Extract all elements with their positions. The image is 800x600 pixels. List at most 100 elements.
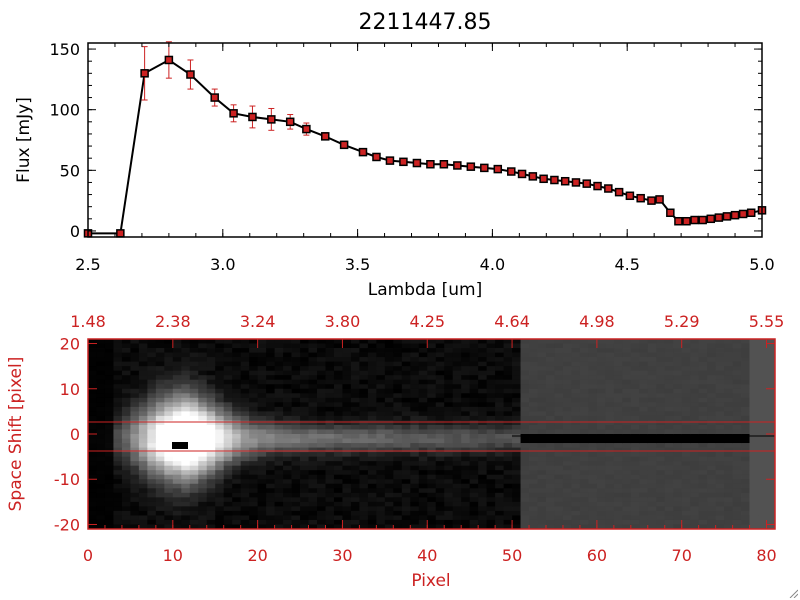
image-pixel [444, 429, 454, 435]
image-pixel [588, 370, 598, 376]
image-pixel [88, 379, 97, 385]
image-pixel [384, 438, 394, 444]
image-pixel [495, 366, 504, 372]
image-pixel [452, 519, 462, 525]
image-pixel [698, 406, 708, 412]
image-pixel [766, 519, 776, 525]
image-pixel [596, 488, 606, 494]
image-pixel [554, 479, 564, 485]
image-pixel [681, 406, 691, 412]
image-pixel [478, 519, 488, 525]
image-pixel [588, 366, 598, 372]
image-pixel [164, 352, 174, 358]
image-pixel [350, 519, 360, 525]
data-point [426, 160, 435, 169]
image-pixel [741, 497, 750, 503]
image-pixel [96, 456, 106, 462]
image-pixel [147, 483, 157, 489]
image-pixel [732, 366, 742, 372]
image-pixel [325, 501, 335, 507]
image-pixel [384, 497, 394, 503]
image-pixel [266, 461, 275, 467]
image-pixel [579, 483, 589, 489]
image-pixel [537, 443, 547, 448]
image-pixel [130, 357, 140, 363]
image-pixel [427, 388, 437, 394]
image-pixel [138, 479, 148, 485]
image-pixel [495, 348, 504, 353]
image-pixel [579, 474, 589, 480]
image-pixel [741, 357, 750, 363]
image-pixel [698, 379, 708, 385]
image-pixel [579, 470, 589, 476]
image-pixel [715, 361, 725, 367]
image-pixel [579, 497, 589, 503]
image-pixel [444, 357, 454, 363]
image-pixel [88, 452, 97, 458]
image-pixel [639, 506, 649, 512]
image-pixel [172, 429, 182, 435]
image-pixel [630, 352, 640, 358]
image-pixel [359, 492, 369, 498]
image-pixel [333, 452, 343, 458]
image-pixel [300, 379, 309, 385]
image-pixel [410, 497, 420, 503]
image-pixel [155, 348, 165, 353]
image-pixel [121, 415, 131, 421]
image-pixel [367, 411, 377, 417]
image-pixel [588, 488, 598, 494]
image-pixel [410, 510, 420, 516]
y-tick-label: 150 [49, 40, 80, 59]
resize-grip-icon[interactable] [788, 588, 798, 598]
image-pixel [758, 388, 767, 394]
image-pixel [749, 415, 759, 421]
image-pixel [147, 343, 157, 349]
image-pixel [452, 429, 462, 435]
image-pixel [384, 506, 394, 512]
image-pixel [452, 379, 462, 385]
image-pixel [715, 506, 725, 512]
spectrum-x-ticks: 2.5 3.0 3.5 4.0 4.5 5.0 [75, 43, 775, 274]
image-pixel [622, 479, 632, 485]
image-pixel [647, 420, 657, 426]
image-pixel [367, 348, 377, 353]
image-pixel [215, 402, 225, 408]
image-pixel [766, 461, 776, 467]
image-pixel [384, 339, 394, 344]
image-pixel [741, 361, 750, 367]
image-pixel [554, 519, 564, 525]
image-pixel [529, 343, 538, 349]
image-pixel [690, 406, 700, 412]
image-pixel [554, 393, 564, 399]
image-pixel [206, 506, 216, 512]
image-pixel [647, 415, 657, 421]
image-pixel [172, 366, 182, 372]
image-pixel [512, 465, 521, 471]
image-pixel [266, 474, 275, 480]
image-pixel [732, 492, 742, 498]
image-pixel [512, 339, 521, 344]
image-pixel [300, 524, 309, 530]
data-point [636, 193, 645, 203]
image-pixel [232, 366, 242, 372]
image-pixel [418, 515, 428, 521]
image-pixel [155, 352, 165, 358]
image-pixel [698, 492, 708, 498]
image-pixel [724, 447, 733, 453]
image-pixel [249, 424, 259, 430]
image-pixel [681, 348, 691, 353]
image-pixel [155, 402, 165, 408]
image-pixel [147, 465, 157, 471]
image-pixel [300, 357, 309, 363]
image-pixel [656, 519, 666, 525]
image-pixel [681, 515, 691, 521]
image-pixel [367, 339, 377, 344]
image-pixel [274, 452, 284, 458]
image-pixel [664, 515, 674, 521]
image-pixel [529, 474, 538, 480]
image-pixel [300, 488, 309, 494]
image-pixel [206, 452, 216, 458]
image-pixel [283, 352, 292, 358]
image-pixel [215, 393, 225, 399]
image-pixel [418, 479, 428, 485]
